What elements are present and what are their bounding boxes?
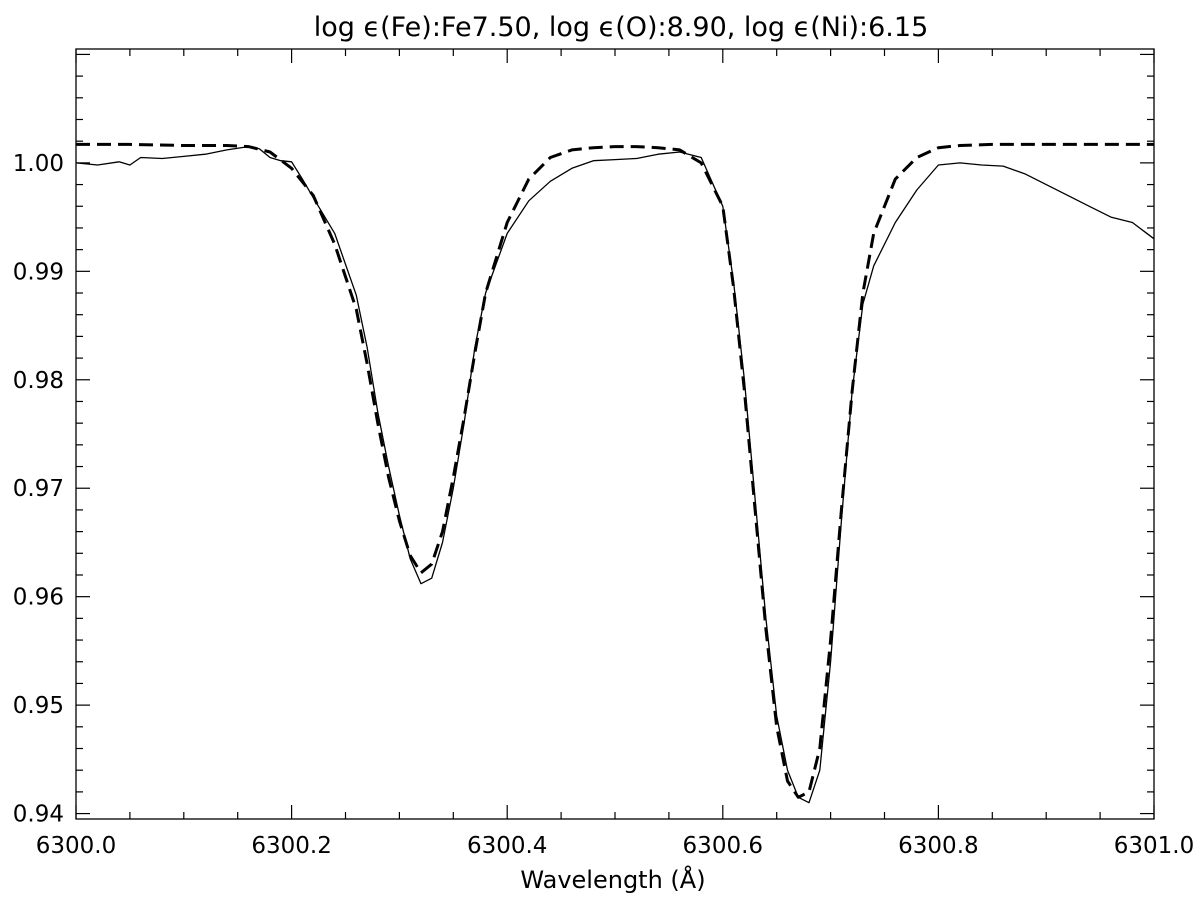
y-tick-label: 1.00 [13,151,64,177]
x-tick-label: 6301.0 [1114,833,1194,859]
x-tick-label: 6300.0 [36,833,116,859]
chart-title: log ϵ(Fe):Fe7.50, log ϵ(O):8.90, log ϵ(N… [314,12,929,43]
x-tick-label: 6300.6 [683,833,763,859]
axis-ticks [75,49,1155,819]
y-tick-label: 0.97 [13,476,64,502]
y-tick-label: 0.99 [13,259,64,285]
y-tick-label: 0.98 [13,368,64,394]
y-tick-label: 0.95 [13,693,64,719]
series-lines [75,142,1155,804]
tick-labels: 6300.0 6300.2 6300.4 6300.6 6300.8 6301.0 0.94… [13,151,1194,859]
x-tick-label: 6300.4 [467,833,547,859]
x-tick-label: 6300.2 [251,833,331,859]
series-line-dashed [76,142,1154,799]
x-tick-label: 6300.8 [898,833,978,859]
plot-frame [75,48,1155,820]
y-tick-label: 0.96 [13,585,64,611]
y-tick-label: 0.94 [13,802,64,828]
x-axis-label: Wavelength (Å) [520,865,705,894]
series-line-solid [75,145,1155,804]
